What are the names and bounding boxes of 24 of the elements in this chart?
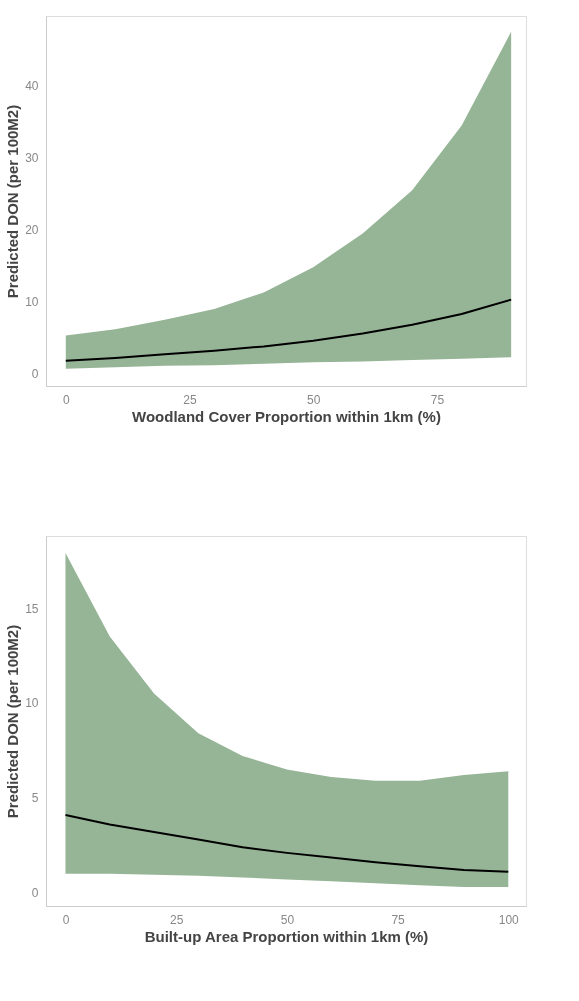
y-axis-title: Predicted DON (per 100M2)	[4, 104, 22, 299]
y-tick-label: 40	[25, 79, 39, 94]
y-tick-label: 30	[25, 151, 39, 166]
y-tick-label: 0	[31, 886, 39, 901]
y-tick-label: 20	[25, 223, 39, 238]
x-tick-label: 25	[183, 392, 197, 407]
x-tick-label: 50	[280, 912, 295, 927]
x-tick-label: 0	[62, 912, 70, 927]
x-tick-label: 75	[391, 912, 406, 927]
y-tick-label: 0	[31, 367, 39, 382]
y-tick-label: 10	[25, 295, 39, 310]
y-tick-label: 10	[25, 696, 39, 711]
line-series	[64, 298, 513, 362]
y-tick-label: 15	[25, 601, 39, 616]
x-axis-title: Built-up Area Proportion within 1km (%)	[144, 927, 429, 945]
x-tick-label: 25	[170, 912, 184, 927]
x-axis-title: Woodland Cover Proportion within 1km (%)	[132, 407, 441, 425]
line-series	[64, 813, 510, 873]
x-tick-label: 100	[498, 912, 520, 927]
y-axis-title: Predicted DON (per 100M2)	[4, 624, 22, 819]
x-tick-label: 75	[430, 392, 445, 407]
x-tick-label: 0	[62, 392, 70, 407]
y-tick-label: 5	[31, 791, 39, 806]
x-tick-label: 50	[307, 392, 321, 407]
